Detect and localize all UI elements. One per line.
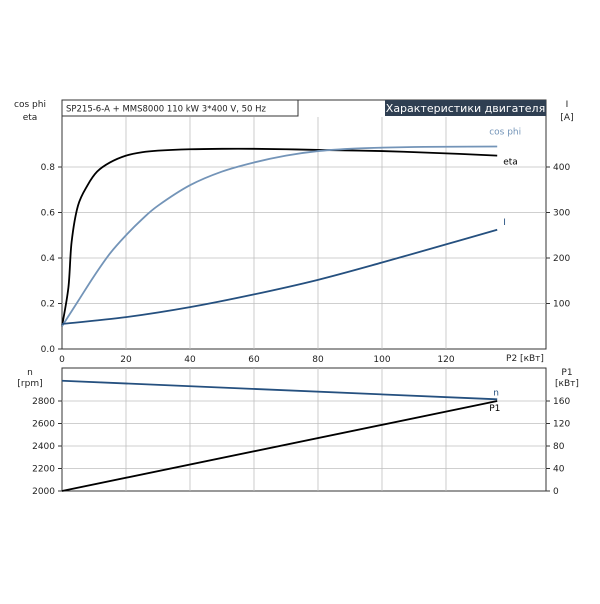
right-axis-label-kw: [кВт]	[555, 379, 579, 389]
top-series-label-cos-phi: cos phi	[489, 128, 521, 138]
bottom-series-label-n: n	[493, 388, 499, 398]
left-axis-label-cosphi: cos phi	[14, 100, 46, 110]
right-axis-label-p1: P1	[561, 368, 572, 378]
bottom-series-group: n P1	[61, 379, 500, 492]
bottom-series-label-p1: P1	[489, 404, 500, 414]
left-y-tick-label: 2200	[32, 465, 55, 475]
bottom-series-line-n	[61, 379, 498, 401]
right-y-tick-label: 160	[553, 397, 570, 407]
left-y-tick-label: 0.6	[41, 209, 56, 219]
right-y-tick-label: 80	[553, 442, 565, 452]
right-y-tick-label: 200	[553, 254, 570, 264]
right-y-tick-label: 0	[553, 487, 559, 497]
right-y-tick-label: 40	[553, 465, 565, 475]
x-axis-label-p2: P2 [кВт]	[506, 354, 544, 364]
right-axis-label-a: [A]	[560, 113, 573, 123]
title-badge	[385, 100, 546, 116]
x-tick-label: 20	[120, 355, 132, 365]
left-y-tick-label: 0.2	[41, 300, 55, 310]
left-y-tick-label: 2600	[32, 420, 55, 430]
right-y-tick-label: 100	[553, 300, 570, 310]
right-y-tick-label: 400	[553, 163, 570, 173]
bottom-series-line-p1	[61, 400, 498, 492]
top-series-group: eta cos phi I	[61, 128, 521, 327]
x-tick-label: 60	[248, 355, 260, 365]
left-y-tick-label: 0.8	[41, 163, 56, 173]
top-series-line-i	[61, 228, 498, 325]
bottom-grid: 2000 2200 2400 2600 2800 0 40 80 120 160	[32, 368, 570, 497]
top-series-label-eta: eta	[503, 158, 518, 168]
x-tick-label: 100	[373, 355, 390, 365]
right-axis-label-i: I	[566, 100, 569, 110]
left-y-tick-label: 2800	[32, 397, 55, 407]
top-series-line-eta	[61, 147, 498, 327]
x-tick-label: 120	[437, 355, 454, 365]
left-axis-label-eta: eta	[23, 113, 38, 123]
right-y-tick-label: 120	[553, 420, 570, 430]
right-y-tick-label: 300	[553, 209, 570, 219]
pump-info-text: SP215-6-A + MMS8000 110 kW 3*400 V, 50 H…	[66, 105, 267, 115]
bottom-plot-frame	[61, 367, 547, 492]
x-tick-label: 80	[312, 355, 324, 365]
x-tick-label: 40	[184, 355, 196, 365]
top-series-line-cos-phi	[61, 145, 498, 327]
left-axis-label-n: n	[27, 368, 33, 378]
left-axis-label-rpm: [rpm]	[17, 379, 42, 389]
left-y-tick-label: 2400	[32, 442, 55, 452]
top-series-label-i: I	[503, 218, 506, 228]
left-y-tick-label: 2000	[32, 487, 55, 497]
top-plot-frame	[61, 99, 547, 350]
chart-title: Характеристики двигателя	[386, 102, 545, 115]
left-y-tick-label: 0.0	[41, 345, 56, 355]
left-y-tick-label: 0.4	[41, 254, 56, 264]
x-tick-label: 0	[59, 355, 65, 365]
pump-info-box	[61, 99, 299, 117]
